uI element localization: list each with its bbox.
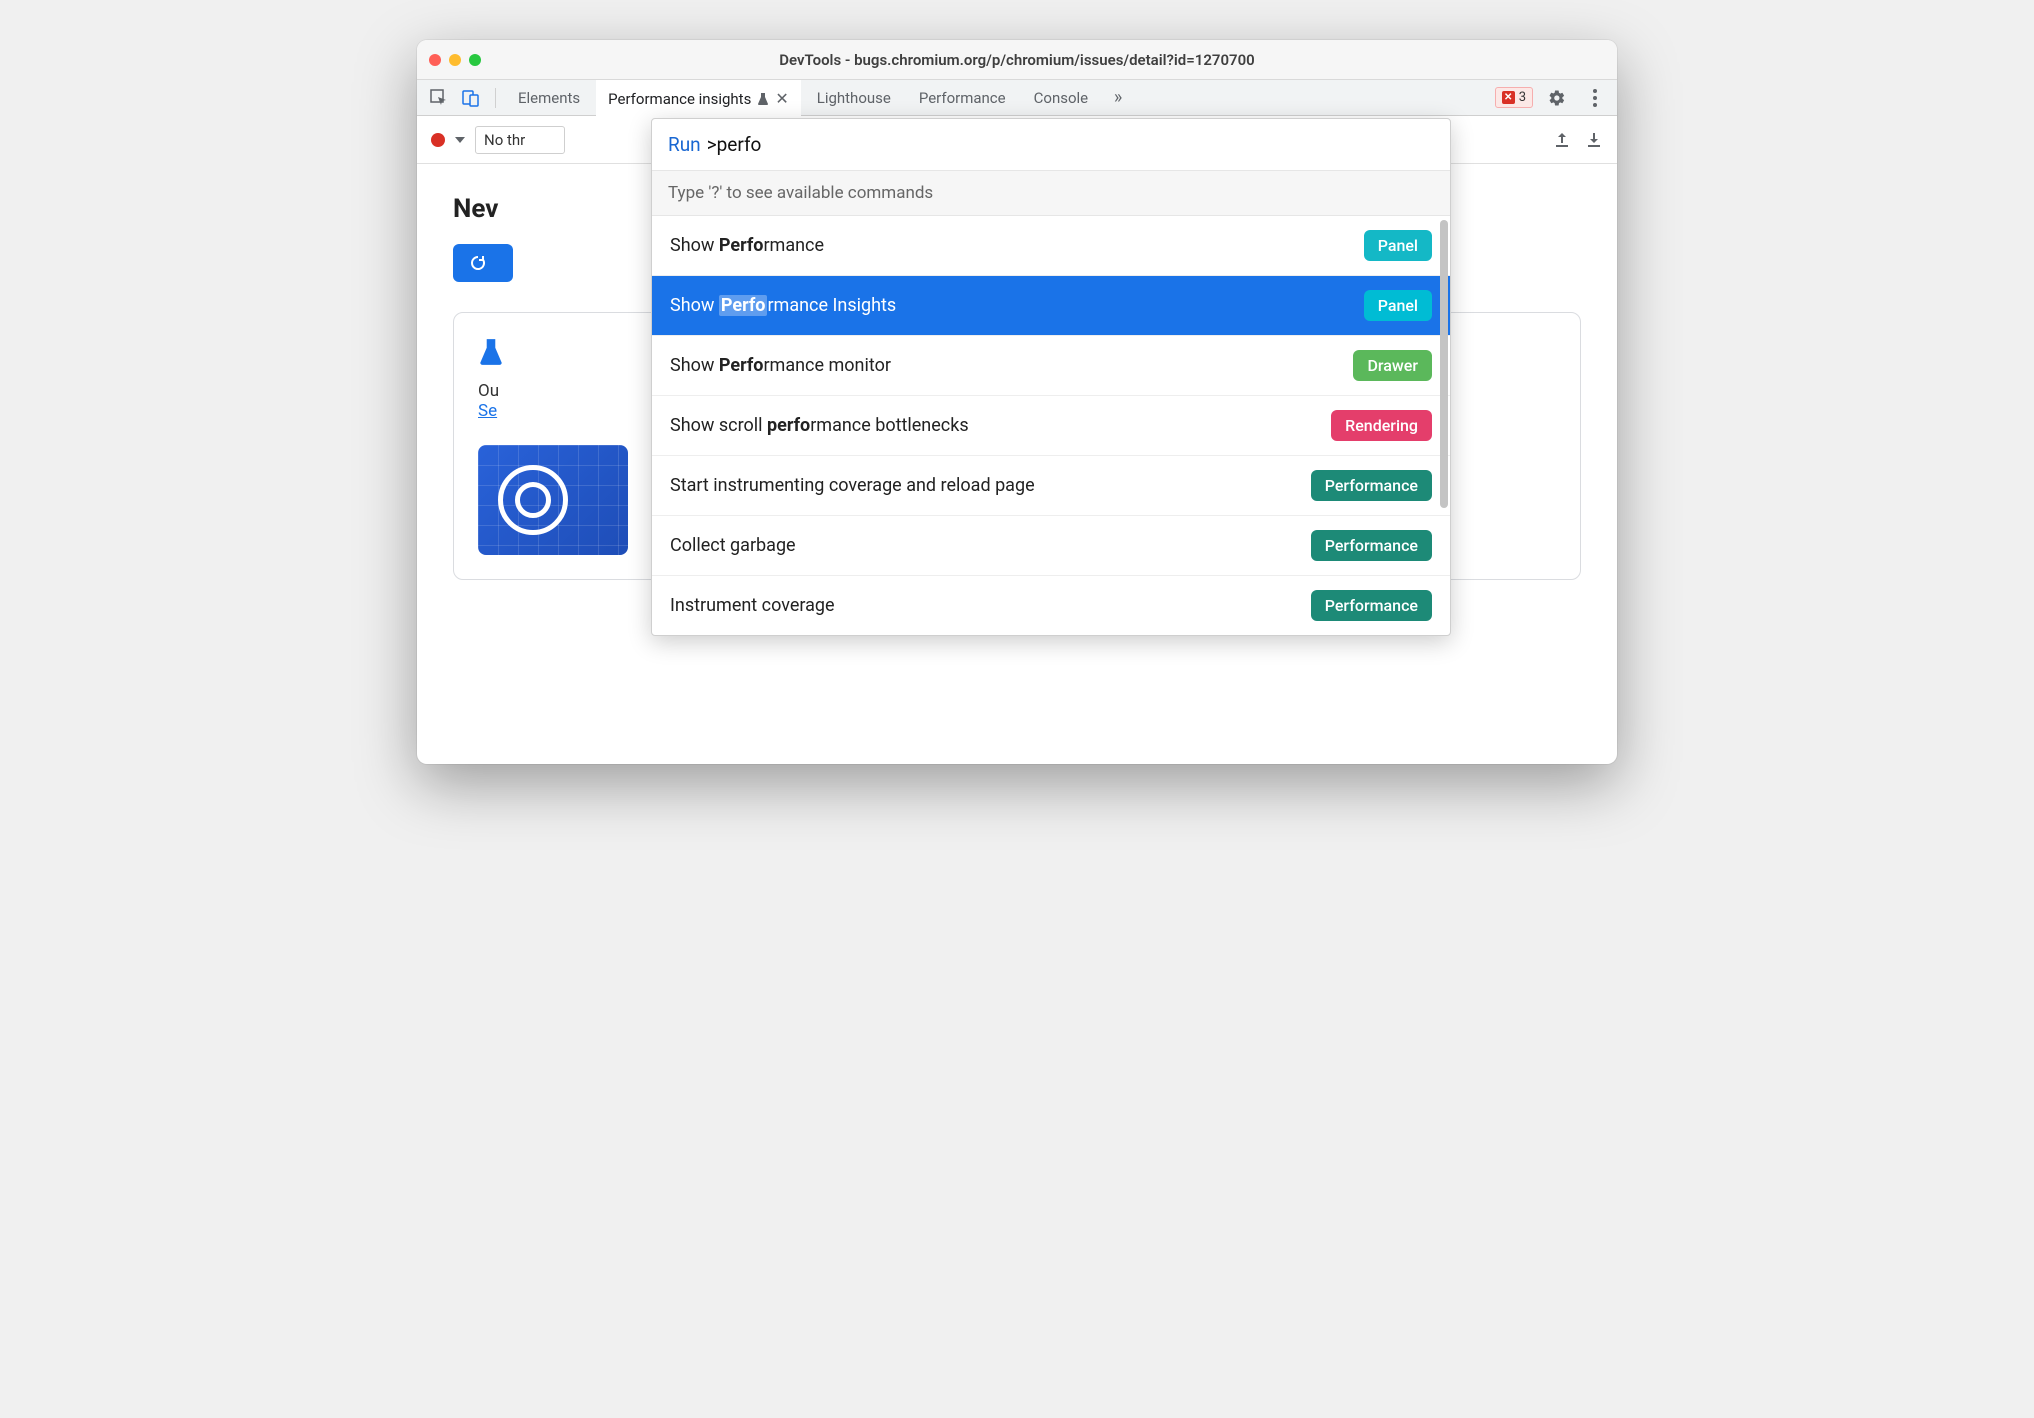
palette-item-badge: Panel [1364,290,1432,321]
tab-performance[interactable]: Performance [907,80,1018,115]
palette-hint: Type '?' to see available commands [652,170,1450,216]
traffic-lights [429,54,481,66]
palette-item-label: Start instrumenting coverage and reload … [670,475,1035,496]
palette-item-badge: Drawer [1353,350,1432,381]
palette-item-badge: Performance [1311,530,1432,561]
palette-query: >perfo [707,133,762,156]
issues-badge[interactable]: ✕ 3 [1495,87,1533,108]
hint-link[interactable]: Se [478,401,497,421]
devtools-window: DevTools - bugs.chromium.org/p/chromium/… [417,40,1617,764]
record-dropdown-icon[interactable] [455,137,465,143]
palette-item[interactable]: Show scroll performance bottlenecks Rende… [652,396,1450,456]
tab-console[interactable]: Console [1022,80,1101,115]
inspect-element-icon[interactable] [425,84,453,112]
error-icon: ✕ [1502,91,1515,104]
settings-icon[interactable] [1543,84,1571,112]
kebab-menu-icon[interactable] [1581,84,1609,112]
palette-item-badge: Performance [1311,470,1432,501]
close-window-button[interactable] [429,54,441,66]
download-icon[interactable] [1585,131,1603,149]
separator [495,88,496,108]
tab-label: Performance insights [608,90,751,108]
palette-input[interactable]: Run >perfo [652,119,1450,170]
throttling-select[interactable]: No thr [475,126,565,154]
titlebar: DevTools - bugs.chromium.org/p/chromium/… [417,40,1617,80]
reload-icon [469,254,487,272]
palette-item-label: Show Performance Insights [670,295,896,316]
maximize-window-button[interactable] [469,54,481,66]
palette-item[interactable]: Show Performance Panel [652,216,1450,276]
palette-item-label: Show Performance [670,235,824,256]
more-tabs-icon[interactable]: » [1104,84,1132,112]
tab-label: Performance [919,89,1006,107]
palette-item-badge: Rendering [1331,410,1432,441]
tab-label: Console [1034,89,1089,107]
palette-item-label: Instrument coverage [670,595,835,616]
palette-item[interactable]: Instrument coverage Performance [652,576,1450,635]
palette-item[interactable]: Show Performance Insights Panel [652,276,1450,336]
window-title: DevTools - bugs.chromium.org/p/chromium/… [417,51,1617,69]
throttle-label: No thr [484,131,525,149]
run-label: Run [668,133,701,156]
tab-label: Elements [518,89,580,107]
hint-prefix: Ou [478,381,499,401]
devtools-tabbar: Elements Performance insights ✕ Lighthou… [417,80,1617,116]
record-button[interactable] [431,133,445,147]
tab-label: Lighthouse [817,89,891,107]
device-toggle-icon[interactable] [457,84,485,112]
tab-lighthouse[interactable]: Lighthouse [805,80,903,115]
issues-count: 3 [1519,90,1526,105]
thumbnail-blueprint [478,445,628,555]
palette-item[interactable]: Collect garbage Performance [652,516,1450,576]
palette-item[interactable]: Show Performance monitor Drawer [652,336,1450,396]
palette-item[interactable]: Start instrumenting coverage and reload … [652,456,1450,516]
command-palette: Run >perfo Type '?' to see available com… [651,118,1451,636]
tab-elements[interactable]: Elements [506,80,592,115]
palette-item-label: Show scroll performance bottlenecks [670,415,969,436]
chrome-logo-icon [498,465,568,535]
flask-icon [757,92,769,106]
palette-list: Show PerformancePanelShow Performance In… [652,216,1450,635]
palette-item-badge: Panel [1364,230,1432,261]
close-tab-icon[interactable]: ✕ [775,89,788,108]
palette-item-badge: Performance [1311,590,1432,621]
tab-performance-insights[interactable]: Performance insights ✕ [596,80,801,115]
minimize-window-button[interactable] [449,54,461,66]
measure-page-load-button[interactable] [453,244,513,282]
upload-icon[interactable] [1553,131,1571,149]
scrollbar[interactable] [1440,220,1448,631]
palette-item-label: Collect garbage [670,535,796,556]
palette-item-label: Show Performance monitor [670,355,891,376]
